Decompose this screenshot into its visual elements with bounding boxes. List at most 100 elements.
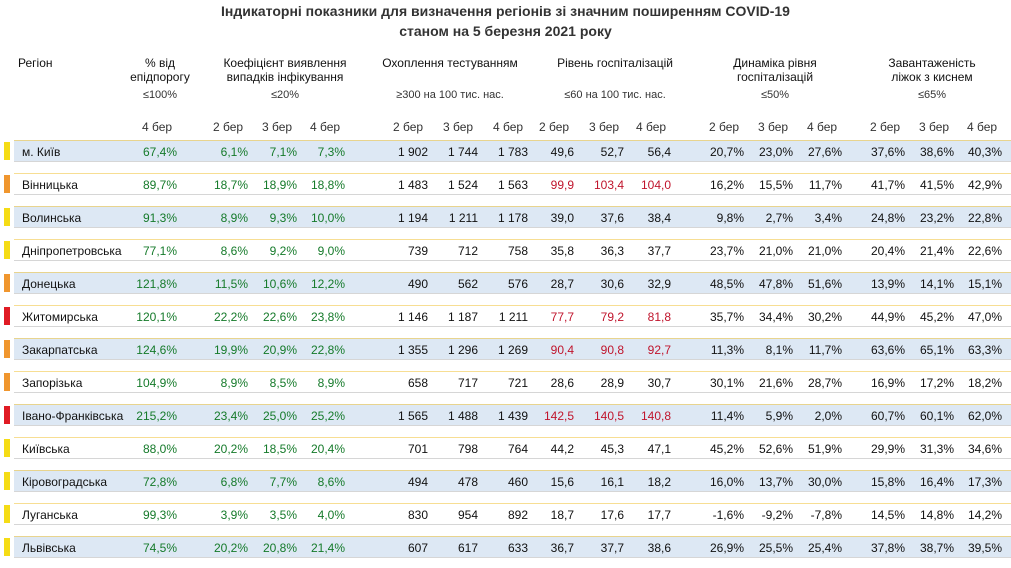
cell-test: 576 (507, 277, 528, 291)
cell-coef: 10,0% (310, 211, 345, 225)
cell-coef: 22,2% (213, 310, 248, 324)
cell-hosp: 103,4 (593, 178, 624, 192)
cell-dyn: 11,4% (710, 409, 744, 423)
cell-oxy: 14,1% (919, 277, 954, 291)
cell-oxy: 23,2% (919, 211, 954, 225)
cell-test: 478 (457, 475, 478, 489)
cell-coef: 21,4% (310, 541, 345, 555)
cell-dyn: 26,9% (709, 541, 744, 555)
cell-dyn: 2,0% (814, 409, 842, 423)
cell-pct: 88,0% (142, 442, 177, 456)
row-band (14, 371, 1011, 393)
region-name: Житомирська (22, 310, 98, 324)
region-name: Волинська (22, 211, 82, 225)
subheader-oxy-1: 3 бер (918, 120, 950, 134)
table-row: Луганська 99,3% 3,9% 3,5% 4,0% 830 954 892 18,7 1… (0, 499, 1011, 532)
report-date: станом на 5 березня 2021 року (399, 23, 612, 39)
region-name: Кіровоградська (22, 475, 108, 489)
cell-test: 1 146 (397, 310, 428, 324)
cell-hosp: 37,6 (600, 211, 624, 225)
cell-pct: 91,3% (142, 211, 177, 225)
table-row: Житомирська 120,1% 22,2% 22,6% 23,8% 1 146 1 1… (0, 301, 1011, 334)
status-indicator-yellow (4, 538, 10, 556)
cell-coef: 20,2% (213, 541, 248, 555)
cell-dyn: 3,4% (814, 211, 842, 225)
region-name: Запорізька (22, 376, 83, 390)
cell-hosp: 92,7 (647, 343, 671, 357)
cell-hosp: 140,8 (640, 409, 671, 423)
cell-hosp: 45,3 (600, 442, 624, 456)
cell-coef: 20,2% (213, 442, 248, 456)
cell-oxy: 42,9% (967, 178, 1002, 192)
cell-oxy: 60,1% (919, 409, 954, 423)
cell-oxy: 62,0% (967, 409, 1002, 423)
cell-coef: 4,0% (317, 508, 345, 522)
cell-test: 1 524 (447, 178, 478, 192)
cell-oxy: 65,1% (919, 343, 954, 357)
region-name: Дніпропетровська (22, 244, 122, 258)
cell-dyn: 25,4% (807, 541, 842, 555)
cell-dyn: -1,6% (712, 508, 744, 522)
cell-dyn: 13,7% (758, 475, 793, 489)
row-band (14, 206, 1011, 228)
cell-coef: 10,6% (262, 277, 297, 291)
cell-coef: 9,2% (269, 244, 297, 258)
row-band (14, 272, 1011, 294)
status-indicator-red (4, 406, 10, 424)
cell-coef: 12,2% (310, 277, 345, 291)
cell-dyn: 23,0% (758, 145, 793, 159)
cell-test: 712 (457, 244, 478, 258)
cell-coef: 7,3% (317, 145, 345, 159)
row-band (14, 470, 1011, 492)
cell-dyn: 21,0% (758, 244, 793, 258)
cell-dyn: 52,6% (758, 442, 793, 456)
row-band (14, 239, 1011, 261)
cell-test: 1 565 (397, 409, 428, 423)
cell-test: 764 (507, 442, 528, 456)
row-top-line (14, 338, 1011, 339)
cell-coef: 8,9% (220, 211, 248, 225)
cell-test: 1 178 (497, 211, 528, 225)
cell-hosp: 52,7 (600, 145, 624, 159)
cell-coef: 7,1% (269, 145, 297, 159)
region-name: Івано-Франківська (22, 409, 124, 423)
cell-hosp: 36,3 (600, 244, 624, 258)
cell-coef: 11,5% (214, 277, 248, 291)
cell-oxy: 17,3% (967, 475, 1002, 489)
cell-dyn: 11,7% (808, 343, 842, 357)
cell-test: 954 (457, 508, 478, 522)
cell-dyn: 5,9% (765, 409, 793, 423)
cell-coef: 8,6% (317, 475, 345, 489)
cell-hosp: 36,7 (550, 541, 574, 555)
row-divider (14, 392, 1011, 393)
status-indicator-yellow (4, 505, 10, 523)
cell-dyn: 34,4% (758, 310, 793, 324)
row-band (14, 338, 1011, 360)
cell-hosp: 28,6 (550, 376, 574, 390)
table-row: Київська 88,0% 20,2% 18,5% 20,4% 701 798 764 44,… (0, 433, 1011, 466)
cell-hosp: 44,2 (550, 442, 574, 456)
cell-oxy: 21,4% (919, 244, 954, 258)
table-row: Закарпатська 124,6% 19,9% 20,9% 22,8% 1 355 1 … (0, 334, 1011, 367)
cell-oxy: 44,9% (870, 310, 905, 324)
row-divider (14, 359, 1011, 360)
row-top-line (14, 272, 1011, 273)
cell-dyn: 35,7% (709, 310, 744, 324)
table-row: Волинська 91,3% 8,9% 9,3% 10,0% 1 194 1 211 1 1… (0, 202, 1011, 235)
region-name: Львівська (22, 541, 76, 555)
cell-coef: 8,5% (269, 376, 297, 390)
cell-test: 892 (507, 508, 528, 522)
subheader-dyn-0: 2 бер (708, 120, 740, 134)
cell-coef: 3,9% (220, 508, 248, 522)
subheader-oxy-0: 2 бер (869, 120, 901, 134)
criterion-dyn: ≤50% (760, 89, 790, 101)
cell-pct: 215,2% (136, 409, 177, 423)
cell-oxy: 17,2% (919, 376, 954, 390)
cell-test: 717 (457, 376, 478, 390)
cell-oxy: 13,9% (870, 277, 905, 291)
cell-dyn: 28,7% (807, 376, 842, 390)
subheader-dyn-1: 3 бер (757, 120, 789, 134)
cell-pct: 120,1% (136, 310, 177, 324)
header-pct: % від епідпорогу (130, 56, 190, 84)
subheader-coef-1: 3 бер (261, 120, 293, 134)
